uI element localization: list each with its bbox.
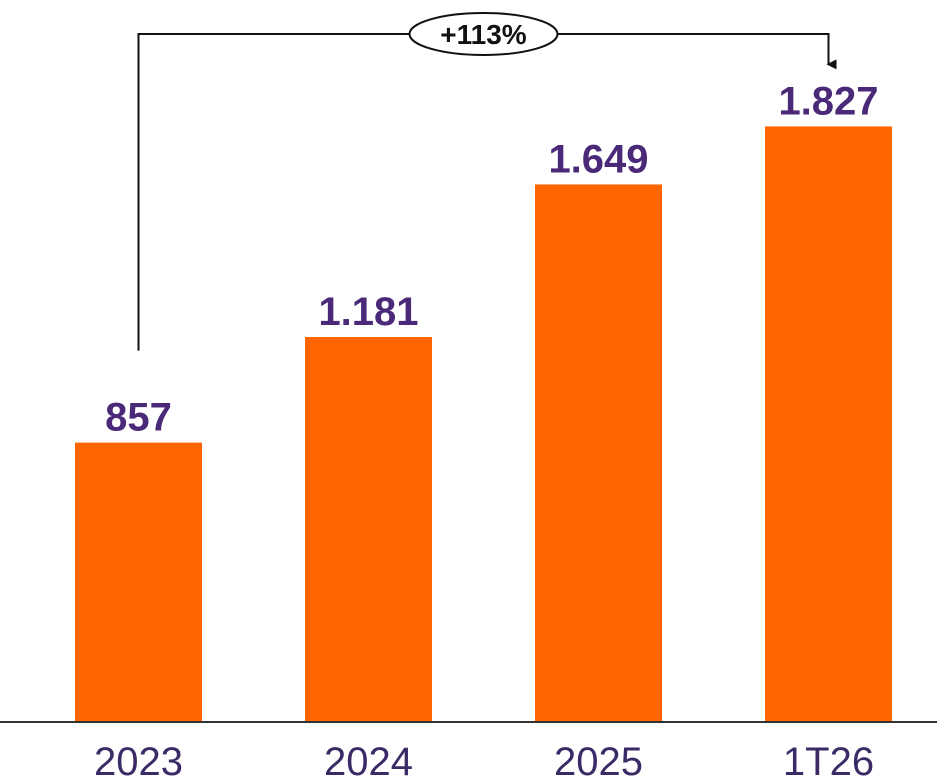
annotation: +113% (440, 19, 527, 50)
bar (305, 336, 432, 722)
value-label: 857 (105, 396, 172, 440)
bar (535, 184, 662, 722)
annotation-bubble (408, 12, 559, 56)
annotation-bracket (137, 33, 837, 351)
x-tick-label: 2025 (554, 740, 643, 778)
value-label: 1.827 (778, 79, 878, 123)
x-tick-label: 2023 (94, 740, 183, 778)
value-label: 1.181 (318, 290, 418, 334)
bar (75, 442, 202, 722)
x-tick-label: 1T26 (783, 740, 874, 778)
bar (765, 126, 892, 722)
x-tick-label: 2024 (324, 740, 413, 778)
value-label: 1.649 (548, 137, 648, 181)
